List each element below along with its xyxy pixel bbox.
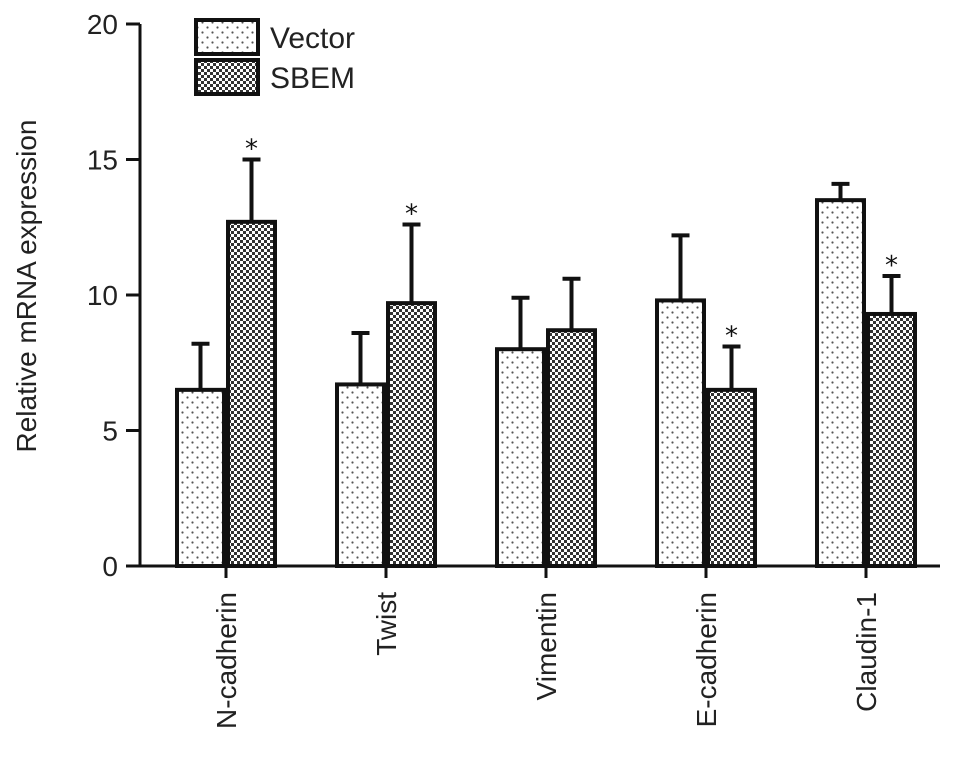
y-tick-label: 0 [102,551,118,582]
legend-label: SBEM [270,62,355,95]
significance-marker: * [885,251,898,281]
bar [495,347,546,569]
legend-swatch [194,58,260,96]
bar [335,382,386,568]
bar [655,298,706,568]
significance-marker: * [405,200,418,230]
bar [175,387,226,568]
y-tick-label: 10 [87,280,118,311]
x-tick-label: Claudin-1 [851,592,882,712]
y-tick-label: 15 [87,145,118,176]
bar [546,328,597,569]
axes: N-cadherin Twist Vimentin E-cadherin Claudin… [87,9,940,729]
bar [815,198,866,568]
bar [386,301,437,568]
y-tick-label: 5 [102,416,118,447]
legend-label: Vector [270,22,355,55]
x-tick-label: E-cadherin [691,592,722,727]
x-tick-label: Twist [371,592,402,656]
legend: Vector SBEM [194,18,355,96]
x-tick-label: Vimentin [531,592,562,700]
x-tick-label: N-cadherin [211,592,242,729]
y-axis-label: Relative mRNA expression [11,119,42,452]
significance-marker: * [245,135,258,165]
bar [226,219,277,569]
bar [706,387,757,568]
legend-swatch [194,18,260,56]
plot-area: * * * * [175,135,917,569]
y-tick-label: 20 [87,9,118,40]
significance-marker: * [725,321,738,351]
bar [866,311,917,568]
